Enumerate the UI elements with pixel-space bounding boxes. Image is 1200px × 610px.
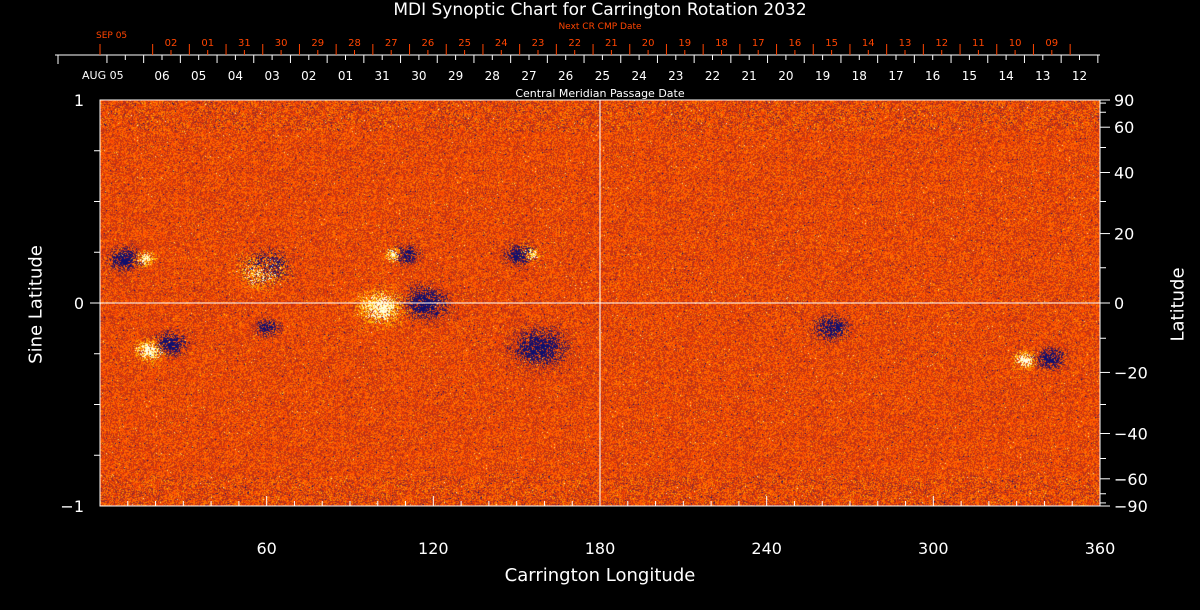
next-date-label: 11: [972, 38, 985, 49]
cmp-date-label: 22: [705, 69, 720, 83]
cmp-date-label: 23: [668, 69, 683, 83]
cmp-date-label: 01: [338, 69, 353, 83]
next-date-label: 18: [715, 38, 728, 49]
next-axis-label: Next CR CMP Date: [558, 22, 642, 32]
x-tick-label: 60: [256, 539, 276, 558]
next-date-label: 21: [605, 38, 618, 49]
next-start-label: SEP 05: [96, 31, 128, 41]
y-left-label: Sine Latitude: [25, 245, 47, 364]
next-date-label: 12: [935, 38, 948, 49]
y-left-tick-label: 1: [74, 91, 84, 110]
next-date-label: 22: [568, 38, 581, 49]
cmp-date-label: 12: [1072, 69, 1087, 83]
cmp-date-label: 17: [888, 69, 903, 83]
y-right-tick-label: 0: [1114, 294, 1124, 313]
cmp-date-label: 20: [778, 69, 793, 83]
next-date-label: 10: [1009, 38, 1022, 49]
next-date-label: 14: [862, 38, 875, 49]
next-date-label: 28: [348, 38, 361, 49]
next-date-label: 01: [201, 38, 214, 49]
y-right-tick-label: 40: [1114, 164, 1134, 183]
cmp-date-label: 26: [558, 69, 573, 83]
next-date-label: 26: [422, 38, 435, 49]
y-right-tick-label: −20: [1114, 363, 1148, 382]
x-tick-label: 120: [418, 539, 449, 558]
x-axis-label: Carrington Longitude: [504, 565, 696, 586]
next-date-label: 31: [238, 38, 251, 49]
cmp-date-label: 21: [742, 69, 757, 83]
next-date-label: 30: [275, 38, 288, 49]
cmp-date-label: 06: [154, 69, 169, 83]
next-date-label: 27: [385, 38, 398, 49]
next-date-label: 15: [825, 38, 838, 49]
next-date-label: 13: [899, 38, 912, 49]
cmp-date-label: 04: [228, 69, 243, 83]
chart-title: MDI Synoptic Chart for Carrington Rotati…: [393, 0, 807, 20]
y-right-tick-label: 20: [1114, 225, 1134, 244]
y-left-tick-label: 0: [74, 294, 84, 313]
cmp-date-label: 30: [411, 69, 426, 83]
cmp-date-label: 03: [264, 69, 279, 83]
y-left-tick-label: −1: [60, 497, 84, 516]
cmp-date-label: 18: [852, 69, 867, 83]
next-date-label: 20: [642, 38, 655, 49]
y-right-tick-label: −60: [1114, 470, 1148, 489]
cmp-date-label: 28: [485, 69, 500, 83]
y-right-tick-label: −40: [1114, 424, 1148, 443]
next-date-label: 17: [752, 38, 765, 49]
cmp-date-label: 13: [1035, 69, 1050, 83]
cmp-date-label: 19: [815, 69, 830, 83]
next-date-label: 23: [532, 38, 545, 49]
next-date-label: 16: [789, 38, 802, 49]
next-date-label: 02: [165, 38, 178, 49]
cmp-date-label: 29: [448, 69, 463, 83]
top-axis-label: Central Meridian Passage Date: [515, 87, 685, 100]
y-right-label: Latitude: [1167, 267, 1189, 342]
x-tick-label: 360: [1085, 539, 1116, 558]
y-right-tick-label: 90: [1114, 91, 1134, 110]
x-tick-label: 180: [585, 539, 616, 558]
cmp-date-label: 27: [521, 69, 536, 83]
next-date-label: 09: [1045, 38, 1058, 49]
y-right-tick-label: 60: [1114, 118, 1134, 137]
cmp-date-label: 25: [595, 69, 610, 83]
next-date-label: 29: [311, 38, 324, 49]
cmp-start-label: AUG 05: [82, 69, 124, 82]
cmp-date-label: 05: [191, 69, 206, 83]
cmp-date-label: 15: [962, 69, 977, 83]
cmp-date-label: 02: [301, 69, 316, 83]
next-date-label: 19: [678, 38, 691, 49]
cmp-date-label: 14: [998, 69, 1013, 83]
next-date-label: 24: [495, 38, 508, 49]
x-tick-label: 240: [751, 539, 782, 558]
cmp-date-label: 31: [375, 69, 390, 83]
x-tick-label: 300: [918, 539, 949, 558]
next-date-label: 25: [458, 38, 471, 49]
y-right-tick-label: −90: [1114, 497, 1148, 516]
cmp-date-label: 24: [631, 69, 646, 83]
cmp-date-label: 16: [925, 69, 940, 83]
